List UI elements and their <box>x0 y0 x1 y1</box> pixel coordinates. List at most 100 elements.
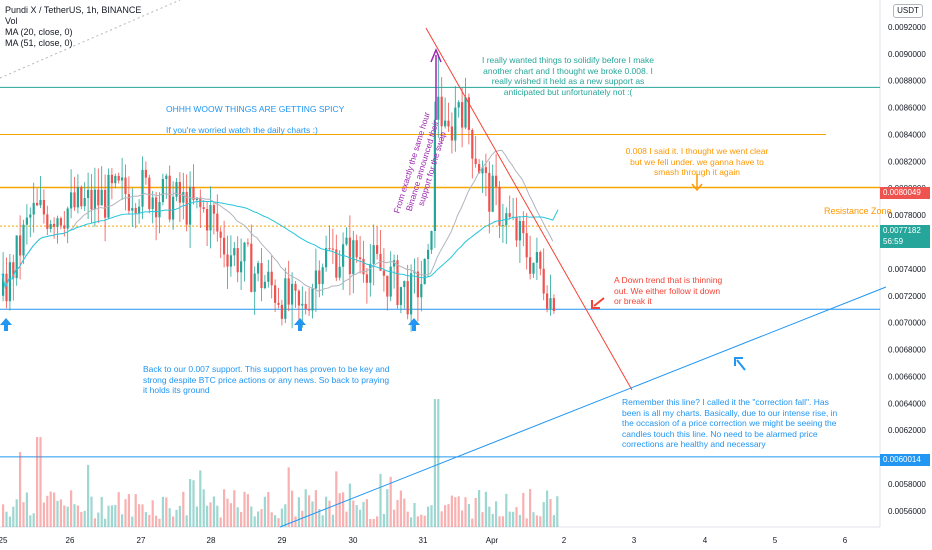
volume-bar <box>59 499 62 527</box>
volume-bar <box>433 399 436 527</box>
candle-body <box>172 196 175 220</box>
x-tick-label: 29 <box>278 536 287 545</box>
volume-bar <box>131 516 134 527</box>
volume-bar <box>22 502 25 527</box>
downtrend-line <box>425 27 633 391</box>
candle-body <box>369 263 372 283</box>
candle-body <box>420 283 423 298</box>
candle-body <box>403 281 406 288</box>
correction-fall-line <box>279 286 887 528</box>
note-line: smash through it again <box>654 167 740 177</box>
volume-bar <box>8 516 11 527</box>
volume-bar <box>410 517 413 527</box>
volume-bar <box>437 399 440 527</box>
candle-body <box>107 174 110 218</box>
volume-bar <box>229 503 232 527</box>
candle-body <box>56 218 59 227</box>
volume-bar <box>148 514 151 527</box>
ma20-line <box>1 149 554 292</box>
candle-body <box>532 262 535 274</box>
candle-body <box>8 262 11 302</box>
currency-button[interactable]: USDT <box>893 4 923 18</box>
candle-body <box>522 220 525 234</box>
candle-body <box>267 271 270 282</box>
volume-bar <box>39 437 42 527</box>
note-support-007[interactable]: Back to our 0.007 support. This support … <box>143 364 390 396</box>
candle-body <box>104 189 107 218</box>
candle-body <box>212 205 215 214</box>
candle-body <box>36 202 39 206</box>
volume-bar <box>369 518 372 527</box>
candle-body <box>311 288 314 311</box>
candle-body <box>83 198 86 207</box>
candle-body <box>280 304 283 319</box>
candle-body <box>114 175 117 184</box>
volume-bar <box>430 505 433 527</box>
candle-body <box>501 225 504 227</box>
note-spicy[interactable]: OHHH WOOW THINGS ARE GETTING SPICY <box>166 104 345 114</box>
volume-bar <box>481 512 484 527</box>
candle-body <box>134 207 137 214</box>
candle-body <box>308 309 311 311</box>
candle-body <box>314 270 317 289</box>
candle-body <box>495 175 498 187</box>
note-daily[interactable]: If you're worried watch the daily charts… <box>166 125 318 135</box>
note-line: candles touch this line. No need to be a… <box>622 428 818 439</box>
y-tick-label: 0.0084000 <box>888 130 926 139</box>
symbol-title[interactable]: Pundi X / TetherUS, 1h, BINANCE <box>5 5 142 15</box>
candle-body <box>498 186 501 226</box>
note-downtrend[interactable]: A Down trend that is thinning out. We ei… <box>614 275 722 307</box>
candle-body <box>508 213 511 217</box>
x-tick-label: Apr <box>486 536 499 545</box>
volume-bar <box>331 514 334 527</box>
candle-body <box>246 242 249 244</box>
volume-bar <box>5 511 8 527</box>
volume-bar <box>32 513 35 527</box>
note-line: corrections are healthy and necessary <box>622 439 766 449</box>
ma51-line <box>1 200 559 290</box>
volume-bar <box>382 513 385 527</box>
candle-body <box>5 273 8 302</box>
candle-body <box>471 129 474 159</box>
candle-body <box>226 254 229 267</box>
volume-bar <box>206 505 209 527</box>
candle-body <box>410 273 413 315</box>
volume-bar <box>386 489 389 527</box>
volume-bar <box>491 513 494 527</box>
volume-bar <box>53 492 56 527</box>
ma20-indicator-label[interactable]: MA (20, close, 0) <box>5 27 73 37</box>
ma51-indicator-label[interactable]: MA (51, close, 0) <box>5 38 73 48</box>
candle-body <box>182 192 185 203</box>
x-tick-label: 3 <box>632 536 637 545</box>
note-solidify[interactable]: I really wanted things to solidify befor… <box>478 55 658 97</box>
candle-body <box>2 273 5 296</box>
candle-body <box>124 177 127 195</box>
candle-body <box>263 281 266 289</box>
up-arrow-icon <box>408 318 420 331</box>
candle-body <box>294 283 297 291</box>
note-resistance-zone[interactable]: Resistance Zone <box>824 206 892 216</box>
candle-body <box>199 197 202 208</box>
volume-bar <box>233 490 236 527</box>
candle-body <box>450 126 453 141</box>
volume-bar <box>467 504 470 527</box>
candle-body <box>416 271 419 298</box>
x-tick-label: 5 <box>773 536 778 545</box>
volume-bar <box>267 491 270 527</box>
vol-indicator-label[interactable]: Vol <box>5 16 18 26</box>
note-correction[interactable]: Remember this line? I called it the "cor… <box>622 397 837 450</box>
down-left-arrow-icon <box>591 300 600 309</box>
candle-body <box>318 270 321 285</box>
volume-bar <box>158 518 161 527</box>
current-price-tag: 0.0077182 <box>880 225 930 237</box>
y-tick-label: 0.0070000 <box>888 319 926 328</box>
note-line: Back to our 0.007 support. This support … <box>143 364 390 374</box>
blue-arrow-shaft <box>736 359 746 371</box>
note-line: been is all my charts. Basically, due to… <box>622 407 838 418</box>
candle-body <box>539 252 542 269</box>
candle-body <box>243 242 246 262</box>
candle-body <box>76 187 79 208</box>
note-said-it[interactable]: 0.008 I said it. I thought we went clear… <box>612 146 782 178</box>
resistance-price-tag: 0.0080049 <box>880 187 930 199</box>
